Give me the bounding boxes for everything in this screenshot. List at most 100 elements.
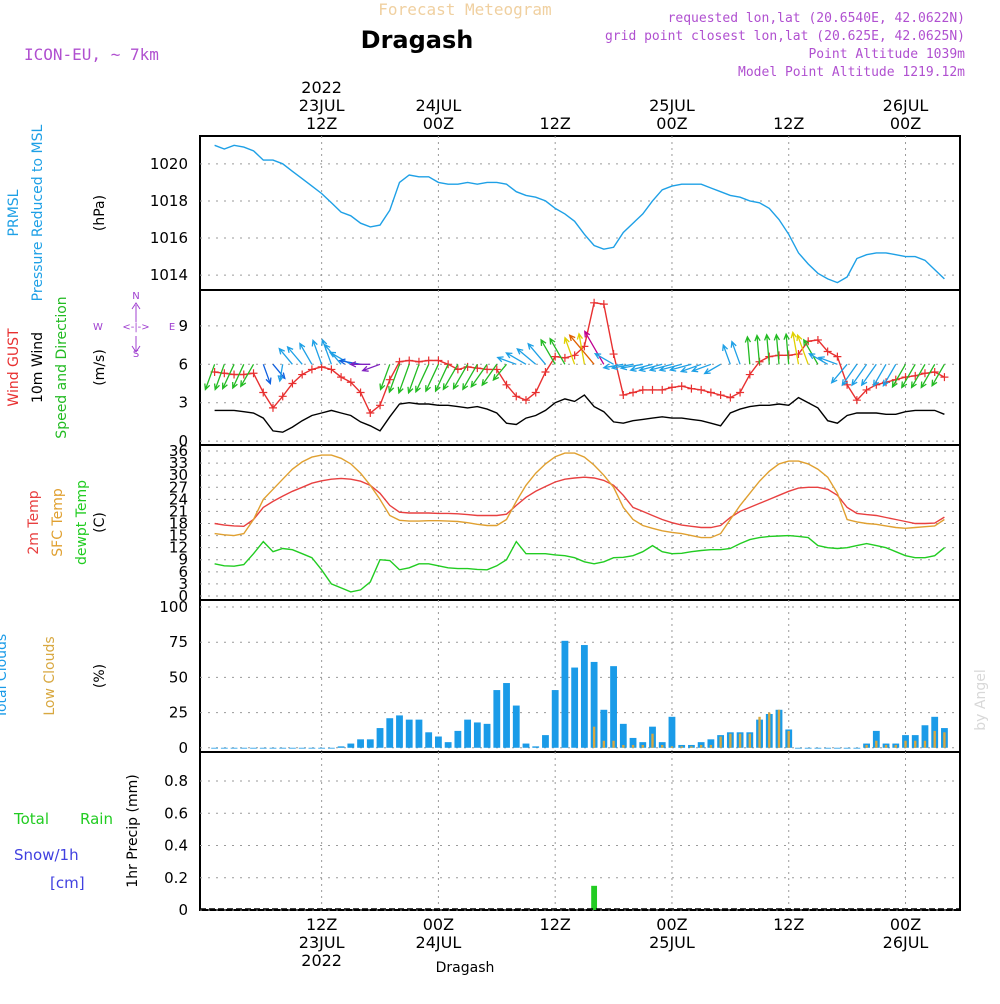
low-cloud-bar: [709, 744, 713, 748]
wind-vector: [222, 364, 235, 390]
low-cloud-bar: [699, 744, 703, 748]
wind-vector: [744, 335, 752, 365]
top-time-label: 2022: [301, 78, 342, 97]
panel-5: 0 0.2 0.4 0.6 0.8 1hr Precip (mm) Total RainSno…: [13, 751, 961, 919]
wind-vector: [286, 345, 303, 365]
total-cloud-bar: [561, 640, 569, 748]
y-tick-label: 0.4: [164, 837, 188, 855]
y-tick-label: 18: [169, 515, 188, 533]
wind-vector: [638, 363, 663, 373]
gust-marker: [658, 385, 667, 394]
total-cloud-bar: [571, 667, 579, 748]
total-cloud-bar: [532, 746, 540, 748]
low-cloud-bar: [719, 736, 722, 748]
y-axis-unit: (m/s): [92, 349, 108, 386]
panel-label: Wind GUST: [6, 328, 22, 407]
y-tick-label: 1018: [150, 192, 188, 210]
total-cloud-bar: [542, 735, 549, 748]
wind-vector: [830, 363, 848, 384]
total-cloud-bar: [512, 705, 520, 748]
panel-label: Low Clouds: [42, 636, 58, 715]
wind-vector: [610, 363, 634, 371]
top-time-label: 26JUL: [883, 96, 929, 115]
wind-vector: [803, 338, 819, 365]
gust-marker: [833, 352, 842, 361]
gust-marker: [327, 365, 336, 374]
y-tick-label: 36: [169, 442, 188, 460]
gust-marker: [521, 396, 530, 405]
low-cloud-bar: [690, 746, 693, 748]
total-cloud-bar: [327, 747, 335, 749]
wind-vector: [549, 337, 566, 365]
low-cloud-bar: [933, 730, 936, 748]
wind-vector: [891, 363, 907, 389]
y-tick-label: 3: [178, 394, 188, 412]
compass-s: S: [133, 349, 139, 360]
total-cloud-bar: [814, 747, 822, 749]
panel-label: Total Clouds: [0, 634, 10, 719]
compass-n: N: [132, 291, 139, 302]
gust-marker: [862, 385, 871, 394]
panel-frame: [199, 751, 961, 911]
gust-marker: [483, 365, 492, 374]
y-tick-label: 1020: [150, 155, 188, 173]
total-cloud-bar: [269, 747, 277, 749]
wind-vector: [882, 363, 897, 388]
low-cloud-bar: [923, 740, 927, 748]
total-cloud-bar: [454, 730, 462, 748]
gust-marker: [278, 392, 287, 401]
panel-frame: [199, 289, 961, 446]
gust-marker: [307, 365, 316, 374]
low-cloud-bar: [729, 733, 732, 748]
wind-vector: [658, 363, 682, 372]
total-cloud-bar: [357, 739, 364, 748]
total-cloud-bar: [473, 722, 481, 748]
y-axis-unit: (hPa): [92, 195, 108, 231]
wind-vector: [540, 338, 556, 365]
wind-vector: [278, 347, 293, 365]
gust-marker: [930, 367, 939, 376]
y-tick-label: 33: [169, 454, 188, 472]
low-cloud-bar: [865, 744, 868, 748]
total-cloud-bar: [872, 730, 880, 748]
y-tick-label: 0: [178, 901, 188, 919]
gust-marker: [249, 369, 258, 378]
series-line-dewpt-temp: [214, 534, 945, 593]
total-cloud-bar: [366, 739, 374, 748]
total-cloud-bar: [610, 666, 617, 748]
total-cloud-bar: [464, 719, 472, 748]
wind-vector: [773, 333, 781, 365]
y-axis-unit: (%): [92, 664, 108, 688]
total-cloud-bar: [522, 743, 530, 748]
grid-point-coords: grid point closest lon,lat (20.625E, 42.…: [605, 29, 965, 44]
top-time-label: 00Z: [890, 114, 921, 133]
compass-rose: N S W E <-|->: [93, 291, 175, 360]
wind-vector: [379, 364, 391, 391]
wind-vector: [783, 332, 790, 365]
wind-vector: [492, 363, 507, 382]
wind-vector: [808, 352, 829, 365]
total-cloud-bar: [230, 747, 238, 749]
wind-vector: [516, 347, 537, 365]
series-line-prmsl: [214, 144, 945, 284]
wind-vector: [462, 363, 478, 391]
wind-vector: [817, 356, 838, 365]
gust-marker: [726, 393, 735, 402]
wind-vector: [505, 352, 527, 365]
y-tick-label: 0: [178, 739, 188, 757]
gust-marker: [541, 367, 550, 376]
total-cloud-bar: [590, 661, 598, 748]
wind-vector: [851, 363, 868, 387]
wind-vector: [679, 363, 702, 373]
low-cloud-bar: [641, 744, 644, 748]
low-cloud-bar: [670, 746, 674, 748]
total-cloud-bar: [337, 746, 345, 748]
low-cloud-bar: [914, 740, 917, 748]
wind-vector: [763, 333, 771, 365]
bottom-time-label: 24JUL: [416, 933, 462, 952]
total-cloud-bar: [483, 723, 491, 748]
low-cloud-bar: [768, 712, 771, 748]
model-label: ICON-EU, ~ 7km: [24, 45, 159, 64]
wind-vector: [397, 364, 410, 395]
gust-marker: [813, 335, 822, 344]
